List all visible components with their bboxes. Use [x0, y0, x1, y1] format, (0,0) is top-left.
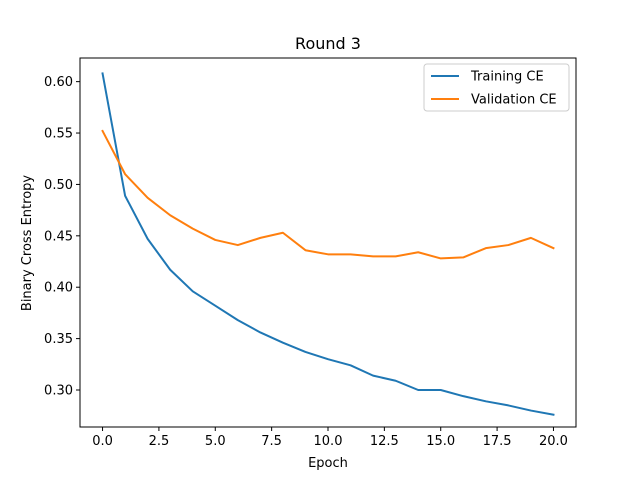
x-tick-label: 20.0	[539, 434, 568, 449]
x-tick-label: 7.5	[261, 434, 282, 449]
legend: Training CE Validation CE	[423, 63, 570, 112]
x-tick-label: 12.5	[370, 434, 399, 449]
series-line-validation-ce	[101, 129, 555, 260]
y-tick-label: 0.30	[44, 383, 73, 398]
legend-label-validation-ce: Validation CE	[471, 93, 557, 108]
y-tick-label: 0.55	[44, 127, 73, 142]
x-axis-label: Epoch	[308, 456, 348, 471]
y-axis-label: Binary Cross Entropy	[20, 175, 35, 311]
legend-box	[423, 63, 570, 112]
axes-layer: 0.0 2.5 5.0 7.5 10.0 12.5 15.0 17.5 20.0 0.30 0.35…	[44, 57, 577, 449]
x-tick-label: 10.0	[314, 434, 343, 449]
y-tick-label: 0.35	[44, 332, 73, 347]
y-tick-label: 0.40	[44, 281, 73, 296]
x-tick-label: 5.0	[205, 434, 226, 449]
y-tick-label: 0.45	[44, 229, 73, 244]
series-line-training-ce	[101, 72, 555, 416]
y-tick-label: 0.60	[44, 75, 73, 90]
x-tick-label: 17.5	[483, 434, 512, 449]
x-tick-label: 0.0	[92, 434, 113, 449]
chart-title: Round 3	[295, 34, 361, 53]
legend-label-training-ce: Training CE	[470, 70, 544, 85]
x-tick-label: 15.0	[426, 434, 455, 449]
series-layer	[101, 72, 555, 416]
y-tick-label: 0.50	[44, 178, 73, 193]
x-tick-label: 2.5	[149, 434, 170, 449]
